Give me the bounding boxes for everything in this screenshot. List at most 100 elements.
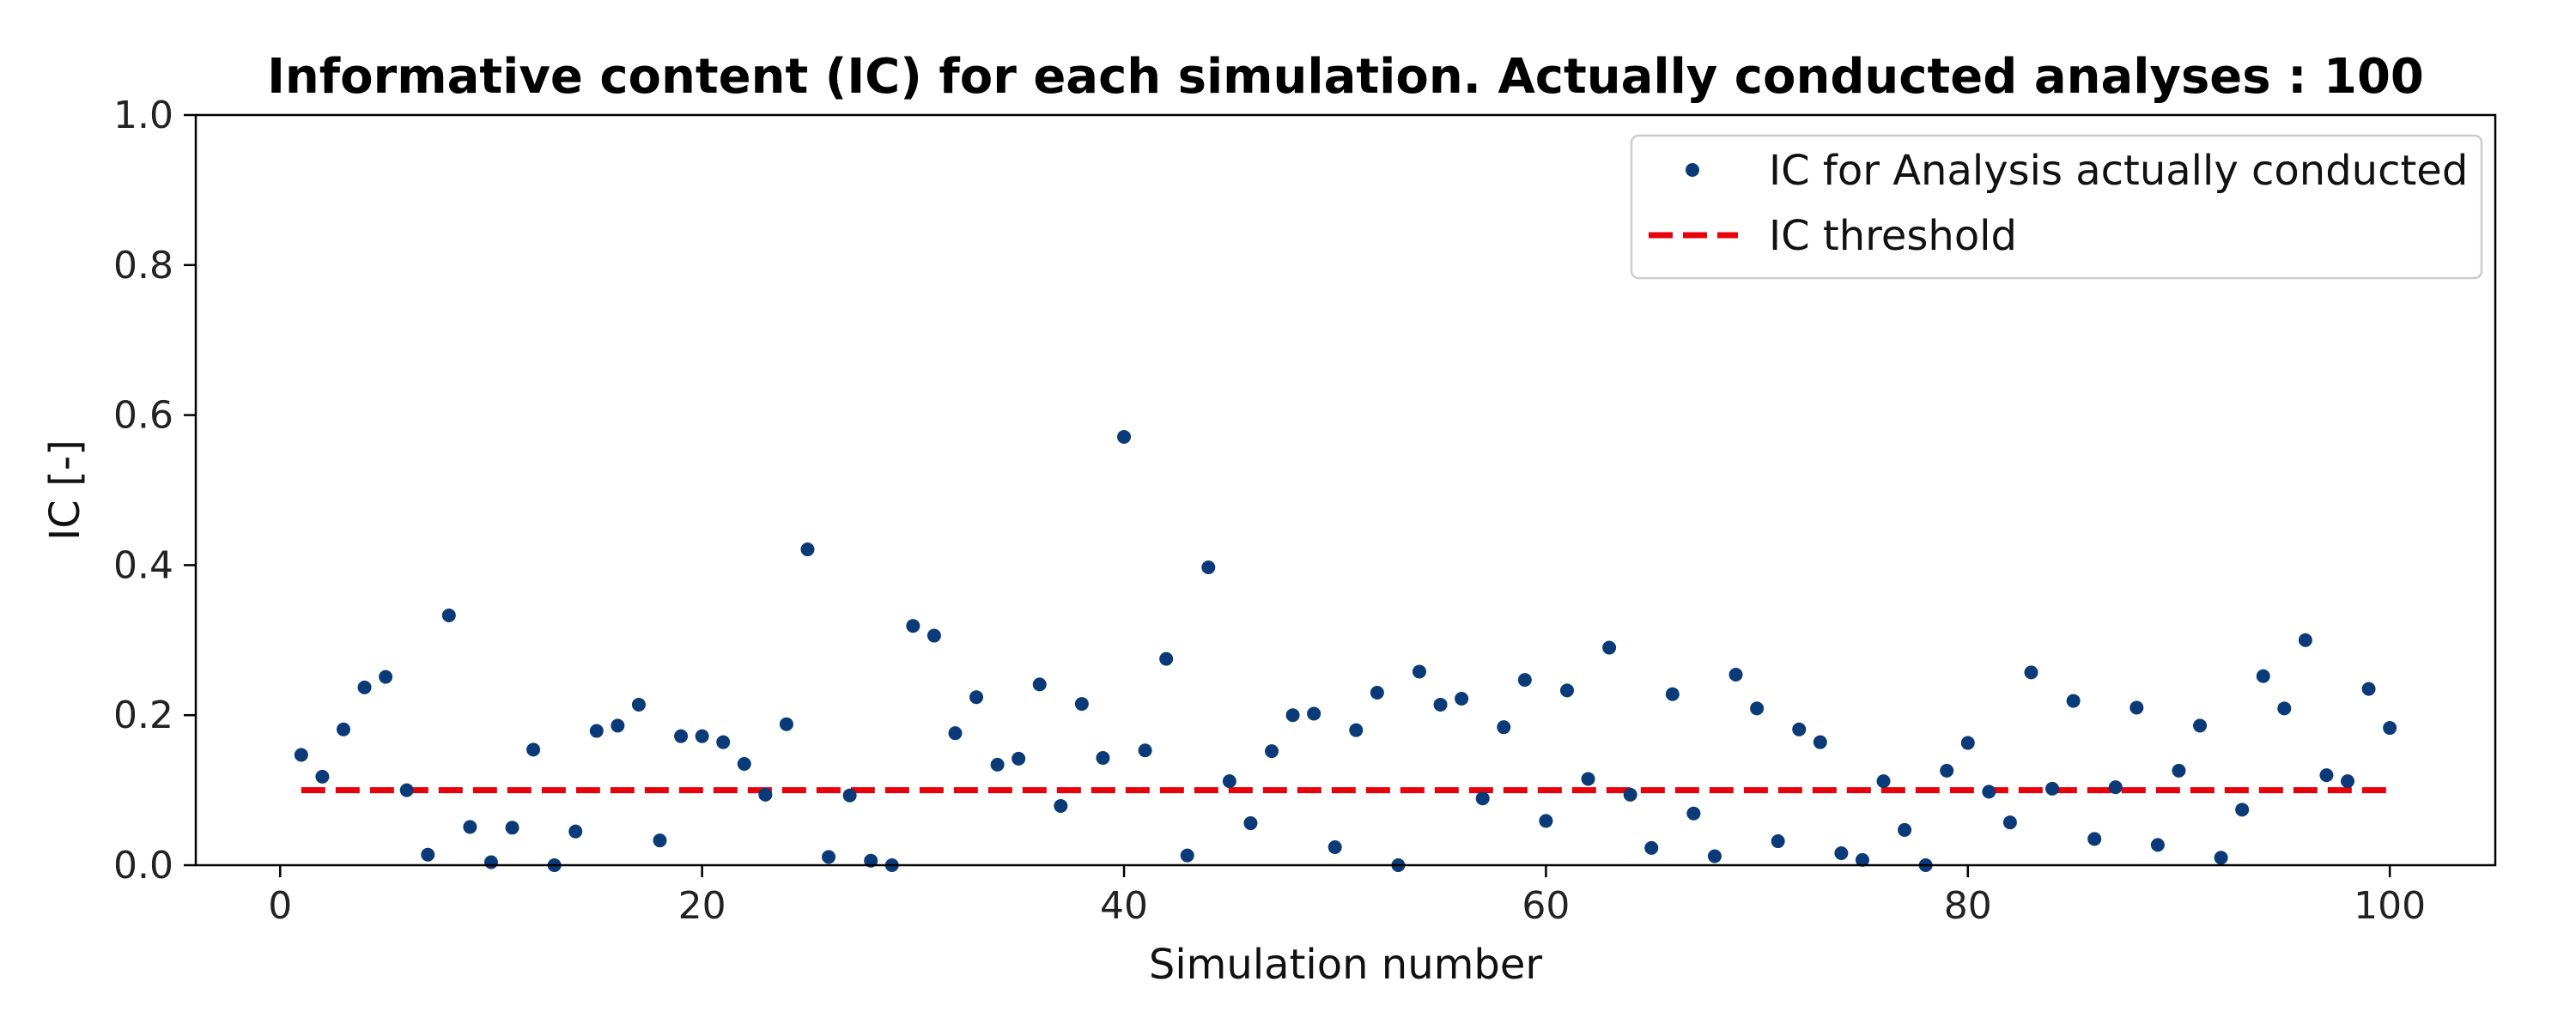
ic-point (1032, 677, 1047, 692)
x-tick-label: 20 (678, 884, 726, 928)
ic-point (1159, 651, 1174, 666)
ic-point (2002, 815, 2017, 830)
ic-point (315, 769, 330, 784)
ic-point (2150, 838, 2165, 852)
ic-point (1960, 736, 1975, 750)
ic-point (2214, 851, 2228, 865)
y-axis-label: IC [-] (41, 439, 89, 541)
ic-point (2129, 700, 2144, 715)
ic-point (1644, 840, 1659, 855)
ic-point (800, 542, 815, 557)
ic-point (2277, 701, 2292, 716)
ic-point (2341, 774, 2355, 789)
ic-point (1475, 791, 1490, 806)
ic-point (927, 628, 941, 643)
x-tick-label: 60 (1522, 884, 1570, 928)
ic-point (1433, 697, 1448, 712)
ic-point (611, 718, 625, 733)
ic-point (1707, 849, 1722, 863)
ic-point (463, 820, 477, 834)
ic-point (1771, 834, 1785, 849)
ic-point (2256, 669, 2270, 683)
ic-point (505, 821, 519, 835)
legend-box (1630, 134, 2483, 280)
legend-label-ic-analysis: IC for Analysis actually conducted (1769, 147, 2468, 195)
y-tick-label: 0.8 (113, 244, 173, 288)
y-tick-label: 1.0 (113, 94, 173, 137)
ic-point (2235, 803, 2250, 817)
ic-point (441, 608, 456, 622)
ic-point (674, 729, 689, 743)
ic-point (1792, 722, 1807, 736)
ic-point (1243, 816, 1258, 831)
x-axis-label: Simulation number (1149, 941, 1543, 989)
ic-point (421, 847, 435, 862)
ic-point (1517, 673, 1532, 688)
x-tick-label: 0 (268, 884, 292, 928)
ic-point (2172, 763, 2186, 778)
ic-point (1940, 763, 1954, 778)
ic-point (1834, 846, 1849, 861)
ic-point (1096, 751, 1110, 766)
ic-point (568, 824, 583, 839)
ic-point (1012, 751, 1026, 766)
ic-point (2361, 682, 2376, 696)
ic-point (758, 787, 773, 802)
ic-point (1813, 735, 1827, 749)
ic-point (1180, 848, 1194, 863)
ic-point (2087, 832, 2102, 846)
ic-point (1581, 772, 1595, 786)
ic-point (969, 690, 984, 705)
ic-point (1285, 708, 1300, 723)
ic-point (1307, 706, 1321, 721)
ic-point (631, 697, 646, 712)
ic-point (822, 850, 836, 864)
ic-point (1201, 560, 1216, 575)
ic-point (2045, 781, 2060, 796)
ic-point (716, 735, 731, 749)
ic-point (294, 748, 308, 762)
ic-point (1665, 687, 1680, 701)
ic-point (2066, 694, 2081, 708)
axis-ticks: 0 20 40 60 80 100 0.0 0.2 0.4 0.6 0.8 1.0 (113, 94, 2426, 928)
ic-point (1412, 664, 1426, 679)
y-tick-label: 0.4 (113, 543, 173, 587)
ic-point (357, 680, 372, 694)
ic-point (1539, 814, 1553, 828)
ic-point (526, 742, 541, 757)
ic-point (1855, 852, 1869, 867)
ic-point (948, 726, 963, 741)
ic-point (1054, 798, 1068, 813)
x-tick-label: 100 (2354, 884, 2426, 928)
y-tick-label: 0.6 (113, 394, 173, 438)
plot-marks (294, 429, 2397, 872)
ic-point (1138, 743, 1152, 758)
ic-point (379, 670, 393, 684)
ic-point (1265, 744, 1279, 759)
y-tick-label: 0.0 (113, 844, 173, 888)
ic-point (1559, 683, 1574, 698)
chart-title: Informative content (IC) for each simula… (267, 49, 2424, 105)
ic-point (1117, 429, 1132, 444)
y-tick-label: 0.2 (113, 694, 173, 737)
ic-point (1349, 723, 1364, 737)
ic-point (1623, 787, 1637, 802)
legend-label-ic-threshold: IC threshold (1769, 212, 2017, 260)
ic-point (2383, 721, 2397, 736)
ic-point (2024, 665, 2038, 680)
ic-point (1455, 691, 1469, 706)
plot-area-frame (194, 113, 2497, 867)
x-tick-label: 40 (1100, 884, 1148, 928)
legend: IC for Analysis actually conducted IC th… (1630, 134, 2483, 280)
ic-point (399, 783, 414, 797)
ic-point (653, 833, 667, 848)
ic-point (2108, 780, 2123, 795)
ic-point (1898, 822, 1912, 837)
ic-point (737, 757, 751, 772)
ic-point (1074, 697, 1089, 712)
ic-point (1602, 640, 1617, 655)
ic-point (2193, 718, 2208, 733)
legend-marker-scatter (1686, 163, 1699, 177)
